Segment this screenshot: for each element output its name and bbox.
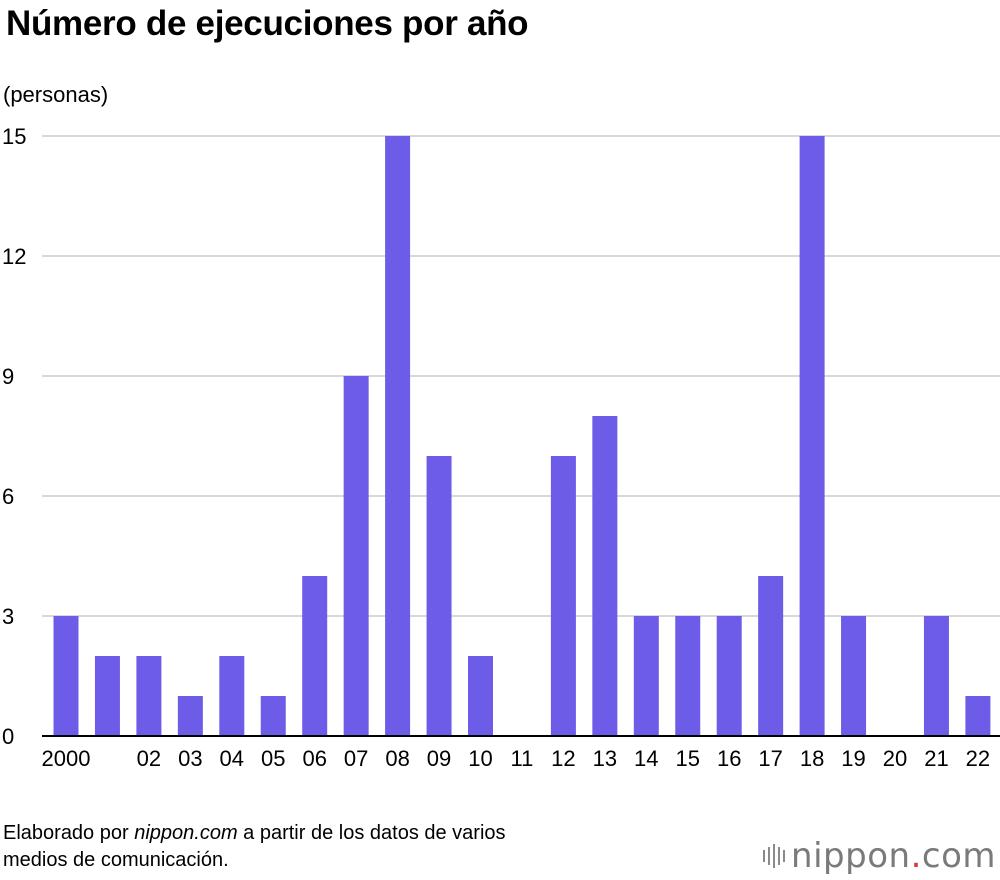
x-tick-label: 16: [717, 746, 741, 771]
source-name: nippon.com: [134, 822, 238, 844]
logo-dot: .: [910, 836, 922, 876]
bar: [260, 696, 286, 736]
x-tick-label: 19: [841, 746, 865, 771]
nippon-logo: nippon.com: [763, 836, 996, 876]
x-tick-label: 10: [468, 746, 492, 771]
x-tick-label: 05: [261, 746, 285, 771]
bar: [965, 696, 991, 736]
y-tick-label: 15: [2, 124, 26, 149]
x-tick-label: 04: [220, 746, 244, 771]
bar: [219, 656, 245, 736]
bar: [53, 616, 79, 736]
x-tick-label: 07: [344, 746, 368, 771]
x-tick-label: 14: [634, 746, 658, 771]
source-note: Elaborado por nippon.com a partir de los…: [3, 820, 506, 874]
bar: [841, 616, 867, 736]
bar: [136, 656, 162, 736]
x-tick-label: 18: [800, 746, 824, 771]
bar: [799, 136, 825, 736]
bar: [343, 376, 369, 736]
chart-title: Número de ejecuciones por año: [6, 4, 529, 43]
bar: [633, 616, 659, 736]
bar: [468, 656, 493, 736]
source-prefix: Elaborado por: [3, 822, 135, 844]
x-tick-label: 20: [883, 746, 907, 771]
x-tick-label: 12: [551, 746, 575, 771]
bar: [716, 616, 742, 736]
x-tick-label: 03: [178, 746, 202, 771]
y-tick-label: 0: [2, 724, 14, 749]
x-tick-label: 06: [302, 746, 326, 771]
y-tick-label: 9: [2, 364, 14, 389]
bar: [758, 576, 784, 736]
x-tick-label: 2000: [42, 746, 91, 771]
bar: [302, 576, 328, 736]
bar: [923, 616, 949, 736]
x-tick-label: 08: [385, 746, 409, 771]
bar: [675, 616, 701, 736]
x-tick-label: 15: [676, 746, 700, 771]
x-tick-label: 02: [137, 746, 161, 771]
bar: [385, 136, 411, 736]
logo-wordmark: nippon.com: [791, 836, 996, 876]
x-tick-label: 22: [966, 746, 990, 771]
x-tick-label: 17: [758, 746, 782, 771]
y-tick-label: 6: [2, 484, 14, 509]
bar: [177, 696, 203, 736]
logo-name: nippon: [791, 836, 911, 876]
bar: [592, 416, 618, 736]
x-tick-label: 21: [924, 746, 948, 771]
x-tick-label: 13: [593, 746, 617, 771]
bar: [426, 456, 452, 736]
logo-tld: com: [921, 836, 996, 876]
source-line-2: medios de comunicación.: [3, 849, 229, 871]
logo-bars-icon: [763, 844, 786, 868]
bar: [94, 656, 120, 736]
bar: [550, 456, 576, 736]
y-axis-unit-label: (personas): [3, 82, 109, 107]
x-tick-label: 11: [511, 746, 534, 771]
y-tick-label: 3: [2, 604, 14, 629]
x-tick-label: 09: [427, 746, 451, 771]
source-suffix: a partir de los datos de varios: [237, 822, 506, 844]
y-tick-label: 12: [2, 244, 26, 269]
